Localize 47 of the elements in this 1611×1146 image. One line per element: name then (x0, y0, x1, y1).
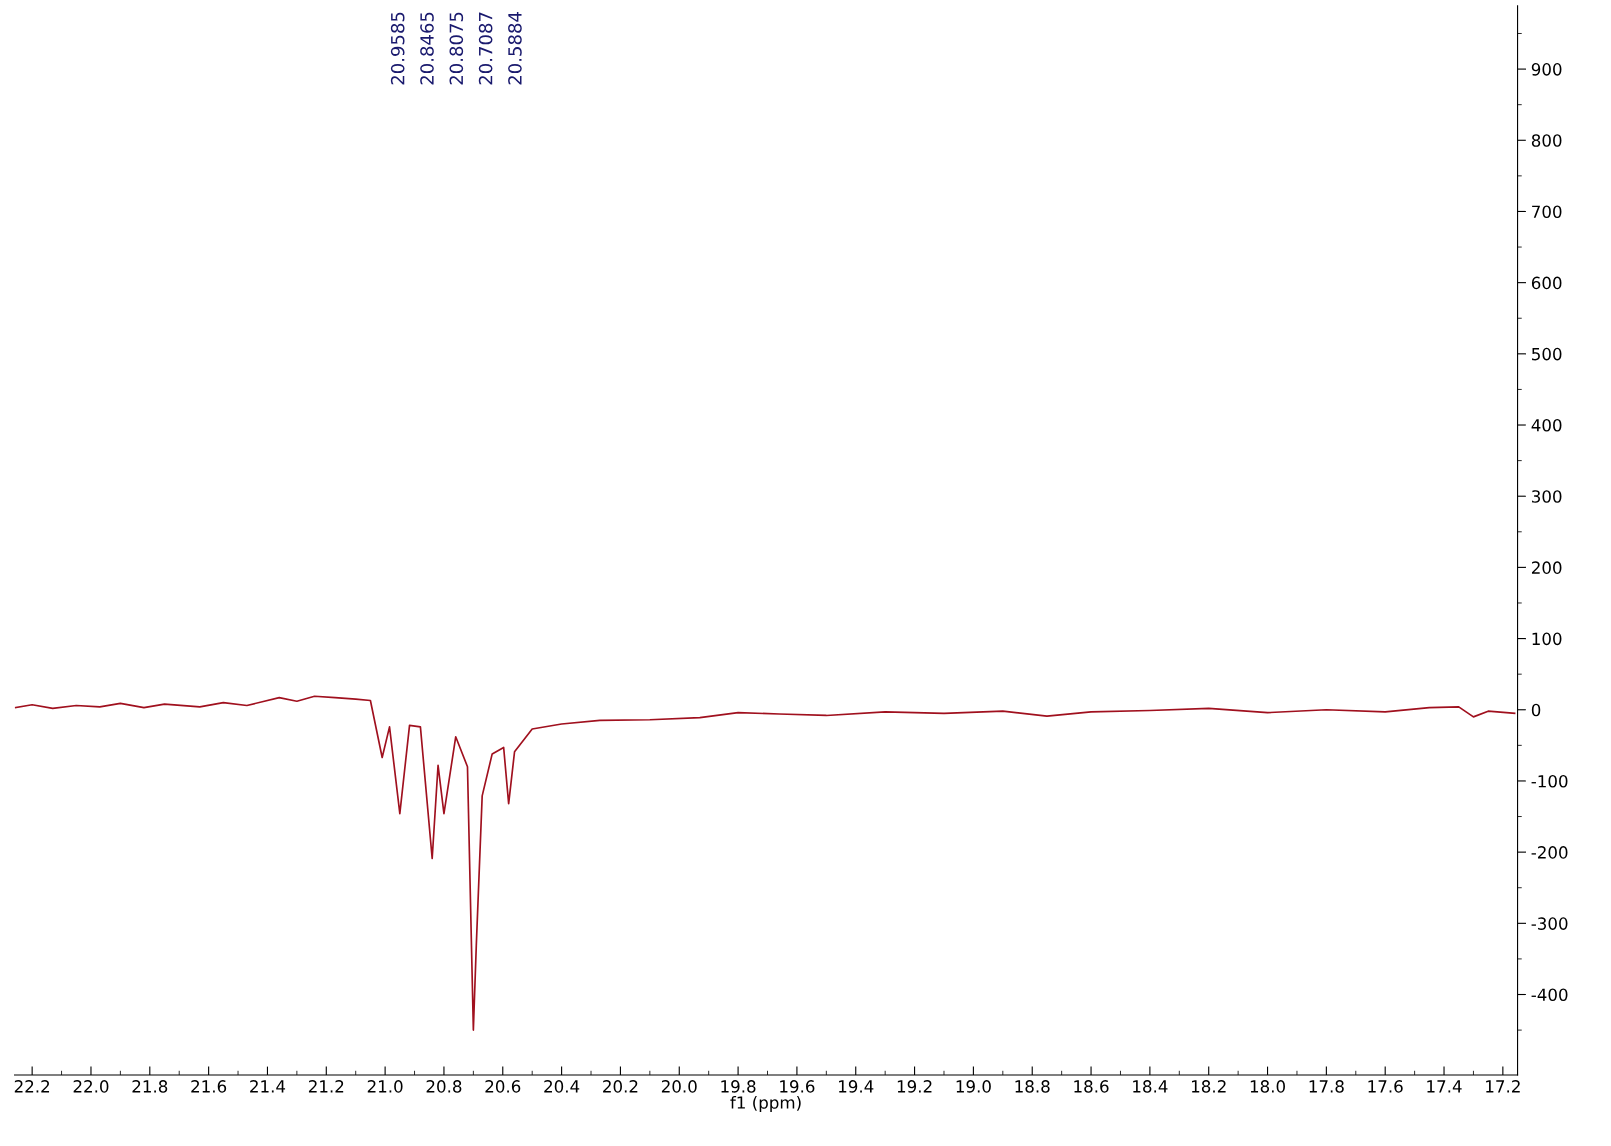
y-tick-label: -400 (1531, 988, 1568, 1002)
x-tick-label: 21.0 (367, 1080, 403, 1093)
x-tick-label: 21.6 (191, 1080, 227, 1093)
x-tick-label: 18.0 (1250, 1080, 1285, 1093)
line-series (14, 695, 1516, 1031)
x-tick-label: 17.4 (1427, 1080, 1462, 1093)
x-tick-label: 19.8 (721, 1080, 756, 1093)
y-tick-label: -300 (1531, 917, 1568, 930)
annotation: 20.8075 (449, 12, 464, 85)
y-tick-label: 900 (1531, 63, 1562, 76)
x-tick-label: 17.8 (1309, 1080, 1344, 1093)
y-tick-label: 700 (1532, 205, 1562, 219)
x-tick-label: 18.6 (1074, 1080, 1109, 1093)
x-tick-label: 18.8 (1015, 1080, 1050, 1093)
x-tick-label: 19.0 (956, 1080, 991, 1093)
x-tick-label: 21.2 (308, 1080, 344, 1093)
annotation: 20.8465 (420, 12, 434, 85)
x-tick-label: 20.0 (661, 1080, 697, 1093)
y-tick-label: 500 (1532, 347, 1562, 361)
y-tick-label: 600 (1531, 276, 1562, 290)
y-tick-label: 400 (1531, 418, 1562, 432)
annotation: 20.7087 (478, 12, 493, 85)
x-tick-label: 18.4 (1133, 1080, 1168, 1093)
x-tick-label: 21.4 (250, 1080, 286, 1093)
x-tick-label: 17.2 (1486, 1080, 1520, 1093)
y-tick-label: 200 (1531, 561, 1562, 574)
y-tick-label: 800 (1531, 134, 1562, 147)
x-tick-label: 20.4 (544, 1080, 580, 1093)
x-tick-label: 20.8 (426, 1080, 462, 1093)
annotation: 20.9585 (390, 12, 405, 85)
y-tick-label: 300 (1532, 490, 1562, 503)
x-tick-label: 18.2 (1191, 1080, 1226, 1093)
x-tick-label: 19.6 (780, 1080, 815, 1093)
x-tick-label: 21.8 (132, 1080, 168, 1093)
x-tick-label: 20.6 (485, 1080, 521, 1093)
x-tick-label: 22.2 (14, 1080, 50, 1093)
annotation: 20.5884 (508, 12, 522, 85)
y-tick-label: 0 (1531, 703, 1541, 717)
x-tick-label: 17.6 (1368, 1080, 1403, 1093)
y-tick-label: -100 (1531, 774, 1568, 788)
x-axis-title: f1 (ppm) (730, 1095, 801, 1113)
x-tick-label: 22.0 (73, 1080, 109, 1093)
x-tick-label: 19.2 (897, 1080, 932, 1093)
y-tick-label: 100 (1532, 632, 1562, 646)
y-tick-label: -200 (1531, 846, 1568, 859)
x-tick-label: 20.2 (603, 1080, 638, 1093)
x-tick-label: 19.4 (839, 1080, 874, 1093)
